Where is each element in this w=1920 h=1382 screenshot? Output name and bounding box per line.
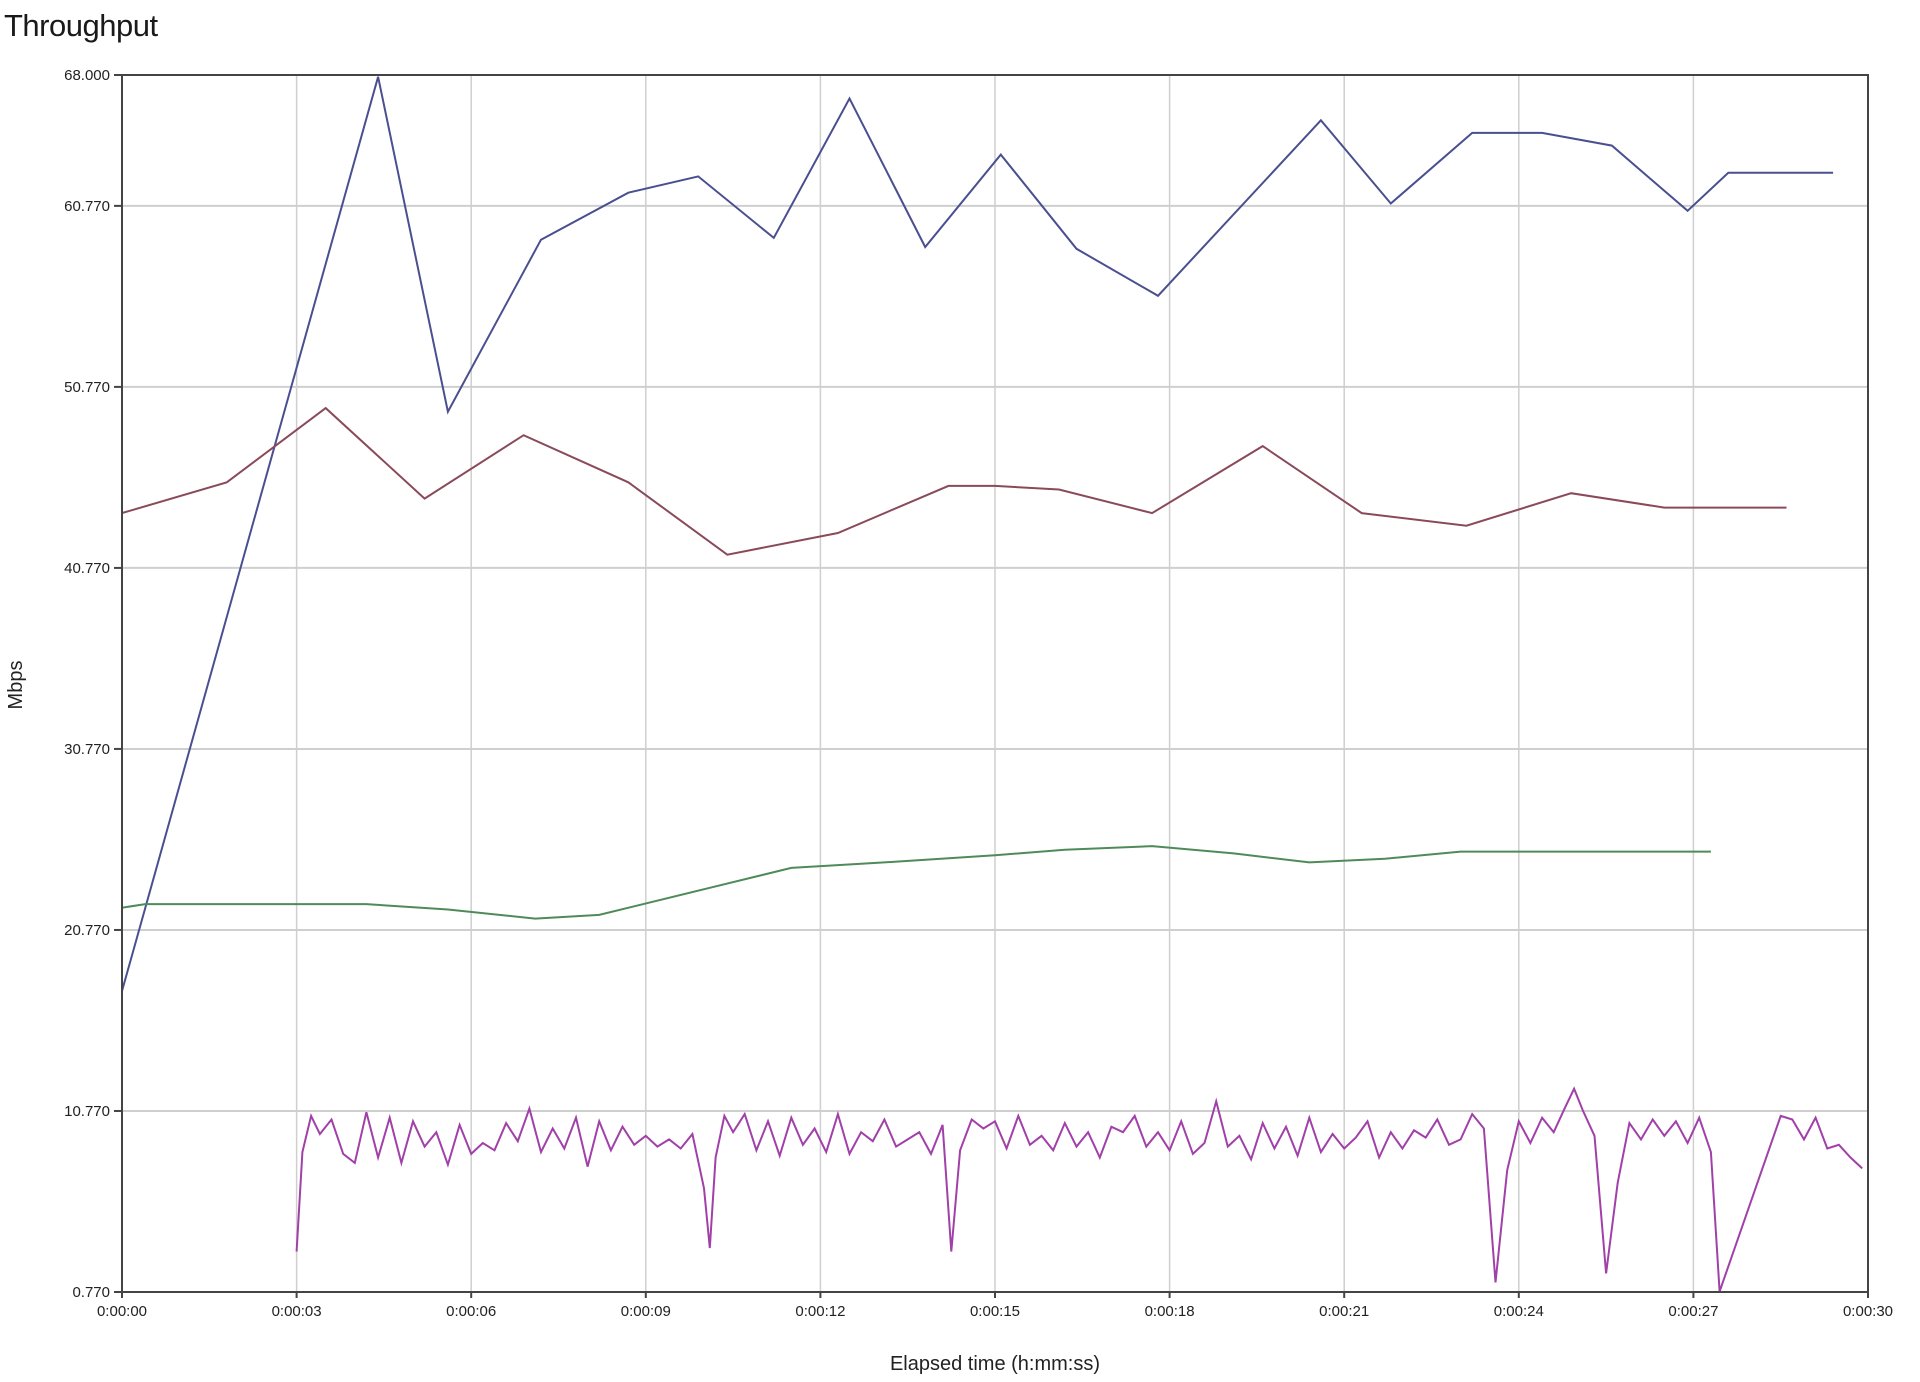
data-series — [121, 76, 1863, 1292]
y-tick-label: 40.770 — [64, 560, 110, 577]
y-tick-label: 30.770 — [64, 741, 110, 758]
x-axis-title: Elapsed time (h:mm:ss) — [890, 1353, 1100, 1375]
x-tick-label: 0:00:06 — [446, 1303, 496, 1320]
y-tick-label: 20.770 — [64, 922, 110, 939]
y-tick-label: 68.000 — [64, 67, 110, 84]
y-tick-label: 10.770 — [64, 1103, 110, 1120]
x-tick-label: 0:00:12 — [795, 1303, 845, 1320]
series-3-line — [121, 845, 1711, 920]
x-tick-label: 0:00:03 — [272, 1303, 322, 1320]
x-tick-label: 0:00:21 — [1319, 1303, 1369, 1320]
series-4-line — [295, 1086, 1863, 1292]
x-tick-label: 0:00:18 — [1145, 1303, 1195, 1320]
x-tick-label: 0:00:27 — [1668, 1303, 1718, 1320]
x-tick-label: 0:00:00 — [97, 1303, 147, 1320]
series-2-line — [121, 406, 1787, 556]
x-tick-label: 0:00:24 — [1494, 1303, 1544, 1320]
y-axis-ticks: 0.770 10.770 20.770 30.770 40.770 50.770 60.77… — [64, 67, 122, 1301]
x-tick-label: 0:00:15 — [970, 1303, 1020, 1320]
y-tick-label: 50.770 — [64, 379, 110, 396]
y-tick-label: 60.770 — [64, 198, 110, 215]
chart-title: Throughput — [4, 8, 158, 43]
y-tick-label: 0.770 — [72, 1284, 110, 1301]
series-1-line — [121, 76, 1834, 992]
gridlines — [121, 74, 1869, 1293]
x-tick-label: 0:00:09 — [621, 1303, 671, 1320]
x-axis-ticks: 0:00:00 0:00:03 0:00:06 0:00:09 0:00:12 0:00:… — [97, 1292, 1893, 1320]
x-tick-label: 0:00:30 — [1843, 1303, 1893, 1320]
y-axis-title: Mbps — [5, 661, 27, 710]
